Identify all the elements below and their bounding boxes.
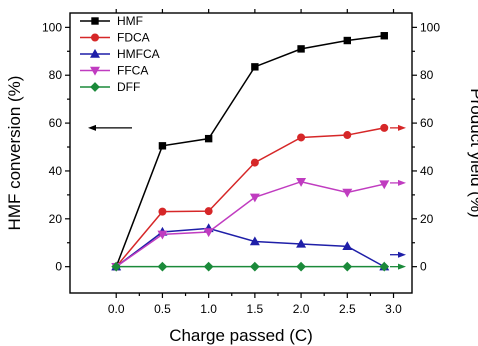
data-point — [296, 261, 306, 272]
data-point — [379, 180, 390, 190]
plot-frame — [69, 12, 413, 294]
data-point — [204, 207, 213, 216]
legend-item-fdca: FDCA — [80, 31, 150, 45]
data-point — [296, 238, 307, 248]
y-tick-label-right: 40 — [420, 164, 434, 178]
axis-arrow-hmfca — [390, 251, 406, 258]
y-tick-label-right: 80 — [420, 68, 434, 82]
legend-marker — [90, 82, 100, 92]
axis-indicator-arrows — [88, 124, 406, 270]
arrow-head — [398, 124, 406, 131]
arrow-head — [398, 179, 406, 186]
series-ffca — [111, 178, 390, 272]
x-tick-label: 1.0 — [200, 302, 217, 316]
series-line — [115, 180, 385, 268]
y-tick-label-left: 60 — [49, 116, 63, 130]
legend-marker — [91, 17, 99, 25]
data-point — [249, 236, 260, 246]
data-point — [250, 158, 259, 167]
y-axis-ticks: 0 0 20 20 40 40 60 60 80 80 100 100 — [42, 20, 440, 273]
y-tick-label-right: 60 — [420, 116, 434, 130]
axis-arrow-hmf — [88, 124, 132, 131]
legend-marker — [90, 66, 100, 76]
data-point — [296, 178, 307, 187]
series-line — [115, 34, 385, 267]
data-point — [342, 261, 353, 272]
legend-label: FFCA — [117, 64, 148, 78]
data-point — [343, 36, 351, 45]
data-point — [203, 228, 214, 238]
data-point — [380, 32, 388, 40]
data-point — [379, 261, 390, 272]
data-point — [297, 133, 306, 142]
axis-arrow-ffca — [390, 179, 406, 186]
series-fdca — [112, 123, 389, 271]
y-tick-label-right: 20 — [420, 212, 434, 226]
axis-arrow-fdca — [390, 124, 406, 131]
data-point — [157, 261, 168, 272]
data-point — [204, 134, 213, 143]
y-axis-title-right: Product yield (%) — [467, 88, 478, 217]
y-tick-label-right: 0 — [420, 260, 427, 274]
axis-arrow-dff — [390, 263, 406, 270]
data-point — [342, 188, 353, 198]
y-axis-title-left: HMF conversion (%) — [5, 76, 24, 231]
series-hmf — [112, 32, 388, 271]
data-point — [251, 63, 259, 71]
y-tick-label-right: 100 — [420, 20, 440, 34]
x-tick-label: 3.0 — [385, 302, 402, 316]
y-tick-label-left: 0 — [55, 260, 62, 274]
legend-item-hmfca: HMFCA — [80, 47, 160, 61]
x-tick-label: 0.0 — [108, 302, 125, 316]
x-tick-label: 2.5 — [339, 302, 356, 316]
x-axis-title: Charge passed (C) — [169, 326, 313, 345]
x-tick-label: 2.0 — [293, 302, 310, 316]
data-point — [203, 261, 214, 272]
data-point — [249, 193, 260, 203]
data-point — [249, 261, 260, 272]
data-point — [158, 142, 167, 150]
legend-label: HMF — [117, 14, 143, 28]
data-point — [342, 241, 353, 251]
data-point — [380, 123, 389, 132]
y-tick-label-left: 20 — [49, 212, 63, 226]
data-point — [297, 45, 305, 53]
y-tick-label-left: 40 — [49, 164, 63, 178]
y-tick-label-left: 80 — [49, 68, 63, 82]
legend-item-ffca: FFCA — [80, 64, 148, 78]
arrow-head — [88, 124, 96, 131]
series-layer — [111, 32, 390, 272]
series-dff — [111, 261, 390, 272]
legend-item-hmf: HMF — [80, 14, 143, 28]
legend-marker — [90, 48, 100, 58]
legend-label: HMFCA — [117, 47, 160, 61]
data-point — [343, 131, 352, 140]
legend-label: DFF — [117, 80, 140, 94]
x-tick-label: 0.5 — [154, 302, 171, 316]
arrow-head — [398, 263, 406, 270]
x-axis-ticks: 0.0 0.5 1.0 1.5 2.0 2.5 3.0 — [108, 9, 402, 316]
data-point — [157, 230, 168, 240]
arrow-head — [398, 251, 406, 258]
legend-item-dff: DFF — [80, 80, 140, 94]
legend-marker — [91, 33, 100, 42]
y-tick-label-left: 100 — [42, 20, 62, 34]
data-point — [111, 261, 122, 272]
legend: HMF FDCA HMFCA FFCA DFF — [80, 14, 160, 94]
legend-label: FDCA — [117, 31, 150, 45]
data-point — [158, 207, 167, 216]
x-tick-label: 1.5 — [247, 302, 264, 316]
